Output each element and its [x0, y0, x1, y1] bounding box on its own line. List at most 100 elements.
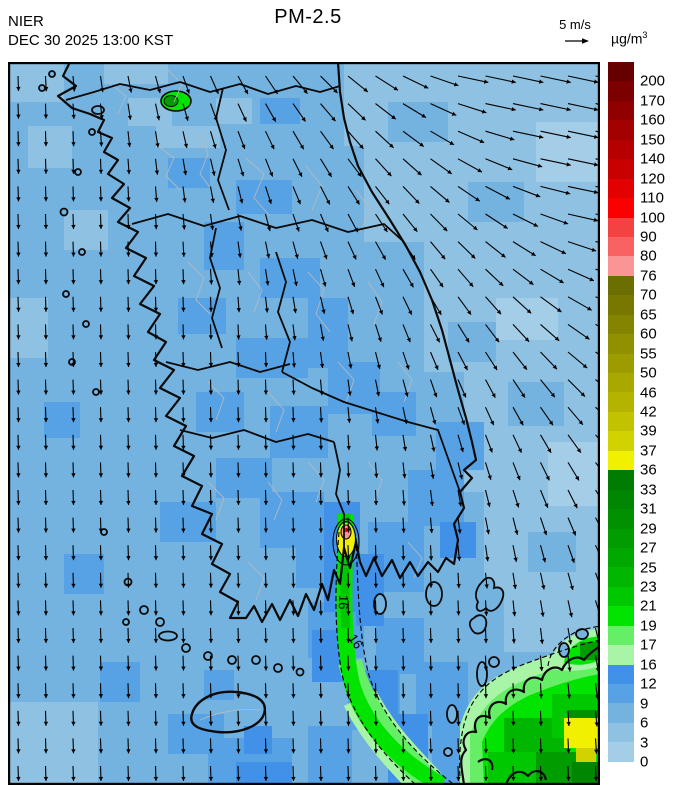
wind-arrow-head [263, 445, 269, 450]
wind-arrow-head [383, 227, 388, 232]
wind-arrow-head [487, 475, 492, 480]
island [488, 656, 500, 668]
wind-arrow-head [456, 583, 461, 589]
wind-arrow-head [318, 694, 324, 699]
wind-arrow-head [71, 694, 76, 699]
wind-arrow-head [181, 583, 186, 588]
wind-arrow-head [463, 365, 468, 371]
wind-arrow-head [263, 363, 269, 368]
wind-arrow-head [291, 500, 296, 505]
wind-arrow-head [126, 307, 131, 312]
colorbar-tick-label: 37 [640, 442, 657, 460]
wind-arrow-head [98, 445, 104, 450]
wind-arrow-head [456, 556, 462, 561]
pm-patch [270, 406, 328, 458]
wind-arrow [512, 103, 544, 111]
pm-patch [104, 62, 168, 84]
wind-arrow-head [428, 721, 434, 726]
colorbar-cell [608, 664, 634, 684]
colorbar-tick-label: 100 [640, 209, 666, 227]
colorbar-cell [608, 528, 634, 548]
wind-arrow-head [214, 89, 219, 94]
island [82, 320, 90, 328]
colorbar-cell [608, 722, 634, 743]
colorbar-cell [608, 178, 634, 199]
colorbar-cell [608, 392, 634, 412]
colorbar-tick-label: 31 [640, 500, 657, 518]
agency-label: NIER [8, 13, 44, 30]
wind-arrow-head [538, 749, 544, 754]
wind-arrow-head [263, 528, 269, 533]
wind-arrow-head [263, 500, 269, 505]
wind-arrow-head [494, 337, 500, 343]
pm-patch [496, 298, 558, 340]
wind-arrow-head [98, 611, 104, 616]
colorbar-tick-label: 76 [640, 267, 657, 285]
wind-arrow-head [346, 721, 351, 726]
wind-arrow-head [155, 143, 160, 148]
wind-arrow-head [181, 335, 186, 340]
wind-arrow-head [401, 638, 406, 643]
wind-arrow-head [98, 197, 104, 202]
colorbar-tick-label: 50 [640, 364, 657, 382]
wind-arrow-head [347, 418, 352, 423]
wind-arrow-head [543, 530, 548, 536]
wind-arrow-head [512, 584, 517, 589]
pm-patch [100, 662, 140, 702]
colorbar-cell [608, 645, 634, 665]
colorbar-tick-label: 120 [640, 170, 666, 188]
wind-arrow-head [16, 142, 21, 147]
wind-arrow-head [401, 611, 406, 616]
wind-arrow-head [417, 170, 422, 176]
wind-arrow-head [521, 393, 525, 398]
wind-arrow-head [126, 224, 131, 229]
wind-arrow-head [98, 307, 104, 312]
wind-arrow-head [327, 172, 332, 177]
wind-arrow-head [401, 776, 406, 781]
pm-patch [536, 122, 600, 182]
wind-arrow-head [402, 446, 408, 452]
colorbar-tick-label: 80 [640, 247, 657, 265]
colorbar-tick-label: 3 [640, 734, 649, 752]
wind-arrow-head [71, 500, 76, 505]
wind-arrow-head [181, 666, 186, 671]
wind-arrow-head [483, 694, 489, 699]
wind-arrow [485, 213, 509, 229]
wind-arrow-head [153, 362, 159, 367]
colorbar-tick-label: 27 [640, 539, 657, 557]
wind-arrow-head [153, 721, 159, 726]
iki-contour [547, 625, 600, 667]
wind-arrow [512, 296, 532, 314]
wind-arrow-head [43, 307, 49, 312]
colorbar-tick-label: 16 [640, 656, 657, 674]
wind-arrow-head [157, 88, 162, 94]
wind-arrow-head [511, 107, 516, 112]
wind-arrow-head [98, 224, 104, 229]
wind-arrow-head [43, 390, 49, 395]
wind-arrow-head [126, 776, 131, 781]
wind-arrow-head [376, 364, 381, 369]
colorbar-cell [608, 411, 634, 432]
wind-arrow-head [153, 638, 159, 643]
wind-arrow-head [401, 556, 406, 561]
wind-arrow-head [483, 749, 489, 754]
wind-arrow-head [71, 362, 76, 367]
units-base: µg/m [611, 30, 643, 47]
wind-arrow-head [71, 335, 76, 340]
wind-arrow-head [528, 280, 534, 285]
wind-arrow-head [181, 749, 186, 754]
wind-arrow [567, 351, 588, 369]
wind-arrow-head [267, 199, 272, 204]
wind-arrow-head [236, 473, 241, 478]
wind-arrow-head [569, 585, 574, 590]
wind-arrow-head [239, 198, 244, 204]
wind-arrow-head [153, 280, 159, 285]
wind-arrow-head [405, 365, 410, 370]
wind-arrow-head [294, 254, 299, 259]
wind-arrow [512, 75, 544, 83]
wind-arrow-head [236, 500, 241, 505]
island [38, 84, 46, 92]
wind-arrow-head [373, 583, 379, 588]
wind-arrow [430, 158, 453, 175]
colorbar-cell [608, 373, 634, 393]
